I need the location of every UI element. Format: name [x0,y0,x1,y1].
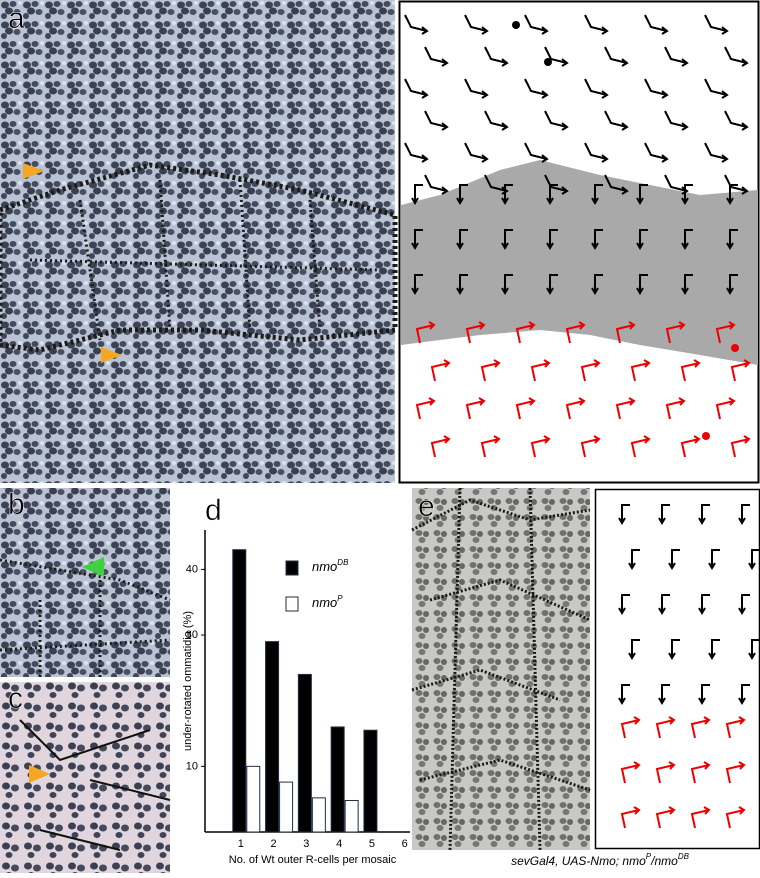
x-tick-label: 6 [402,838,408,850]
x-tick-label: 1 [238,838,244,850]
panel-label: e [418,490,435,523]
bar [247,766,260,832]
panel-label: b [8,488,25,521]
y-tick-label: 10 [186,760,198,772]
caption-superscript: DB [678,852,690,861]
legend-superscript: P [337,594,343,603]
panel-b-image [0,488,170,677]
dot [544,58,552,66]
x-axis-label: No. of Wt outer R-cells per mosaic [229,854,397,866]
bar [266,642,279,832]
y-tick-label: 40 [186,563,198,575]
bar [345,800,358,832]
bar [280,782,293,832]
y-axis-label: under-rotated ommatidia (%) [182,611,194,751]
panel-label: a [8,2,25,35]
bar [331,727,344,832]
dot [731,344,739,352]
caption: sevGal4, UAS-Nmo; nmoP/nmoDB [511,852,690,868]
dot [702,432,710,440]
legend-superscript: DB [337,558,349,567]
panel-c-image [0,682,170,873]
panel-label: d [205,494,222,527]
x-tick-label: 5 [369,838,375,850]
panel-e-image [412,488,590,850]
figure: a b c d e sevGal4, UAS-Nmo; nmoP/nmoDB 1… [0,0,760,873]
panel-label: c [8,682,23,715]
panel-e-diagram [596,490,760,849]
x-tick-label: 2 [271,838,277,850]
legend-name: nmo [312,595,337,610]
x-tick-label: 3 [303,838,309,850]
legend-swatch [286,597,298,611]
legend-name: nmo [312,559,337,574]
x-tick-label: 4 [336,838,342,850]
caption-text: /nmo [650,854,678,868]
panel-a-image [0,0,395,483]
bar [298,674,311,832]
bar [233,550,246,832]
legend-label: nmoDB [312,558,349,574]
legend-swatch [286,561,298,575]
dot [512,21,520,29]
legend-label: nmoP [312,594,343,610]
bar [364,730,377,832]
caption-text: sevGal4, UAS-Nmo; nmo [511,854,646,868]
bar [312,798,325,832]
